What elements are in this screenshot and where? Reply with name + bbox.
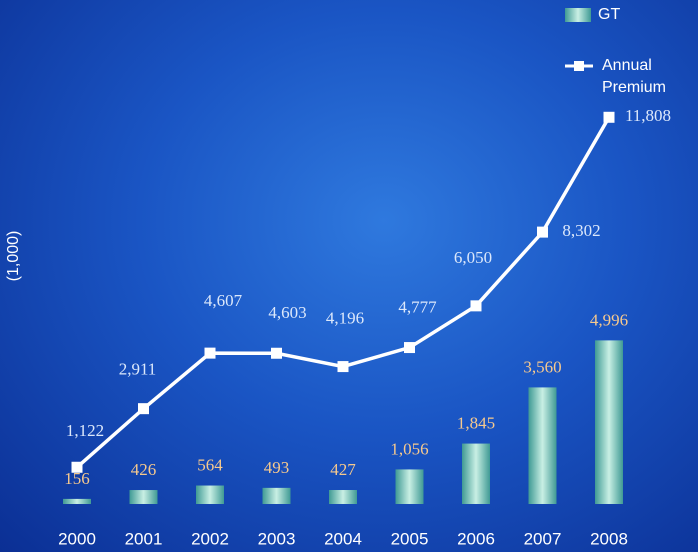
data-label: 2,911 [119,360,157,379]
point [337,361,349,373]
legend-swatch [574,61,584,71]
data-label: 1,845 [457,413,495,432]
bar [262,487,291,504]
data-label: 4,607 [204,291,243,310]
x-tick-label: 2003 [258,529,296,548]
data-label: 4,196 [326,308,364,327]
x-tick-label: 2006 [457,529,495,548]
legend-label: GT [598,6,620,23]
data-label: 4,777 [398,297,437,316]
point [138,403,149,415]
bar [196,485,224,504]
bar [595,340,623,504]
point [204,347,216,359]
x-tick-label: 2005 [391,529,429,548]
data-label: 493 [264,458,290,477]
bar [329,490,357,504]
legend-label: Annual Premium [602,57,667,96]
data-label: 564 [197,455,223,474]
data-label: 3,560 [523,357,561,376]
point [71,461,83,473]
bar [395,469,424,504]
point [470,300,482,312]
y-axis-label: (1,000) [5,231,22,282]
data-label: 427 [330,460,356,479]
x-tick-label: 2004 [324,529,362,548]
legend-swatch [565,8,591,22]
point [537,226,548,238]
point [404,342,415,354]
bar [63,498,91,504]
point [271,347,282,359]
data-label: 4,996 [590,310,628,329]
x-tick-label: 2001 [125,529,163,548]
x-tick-label: 2000 [58,529,96,548]
data-label: 6,050 [454,248,492,267]
bar [129,490,158,504]
bar [462,443,490,504]
data-label: 4,603 [268,303,306,322]
x-tick-label: 2007 [524,529,562,548]
data-label: 11,808 [625,106,671,125]
data-label: 1,122 [66,421,104,440]
data-label: 156 [64,469,90,488]
x-tick-label: 2008 [590,529,628,548]
data-label: 426 [131,460,157,479]
data-label: 8,302 [562,221,600,240]
point [603,111,615,123]
x-tick-label: 2002 [191,529,229,548]
data-label: 1,056 [390,439,428,458]
bar [528,387,557,504]
